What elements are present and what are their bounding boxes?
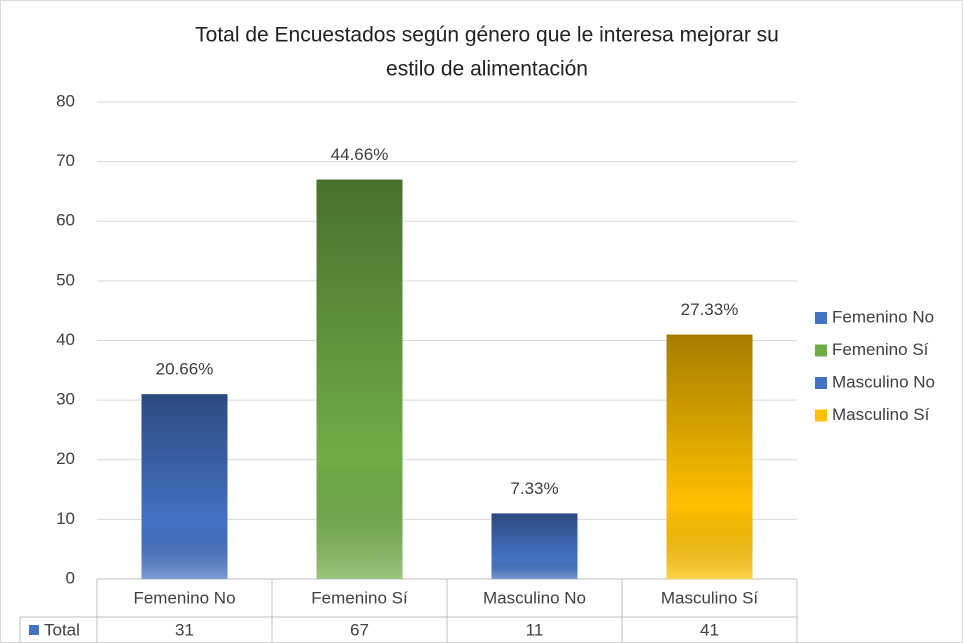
legend-label: Masculino Sí: [832, 405, 930, 424]
y-tick-label: 0: [66, 568, 75, 587]
data-label: 20.66%: [156, 360, 214, 379]
y-tick-label: 70: [56, 151, 75, 170]
x-tick-label: Femenino No: [133, 588, 235, 607]
table-legend-key: [29, 625, 39, 635]
y-tick-label: 60: [56, 211, 75, 230]
table-value: 67: [350, 620, 369, 639]
data-label: 27.33%: [681, 300, 739, 319]
legend-label: Femenino Sí: [832, 340, 929, 359]
y-tick-label: 10: [56, 509, 75, 528]
data-label: 44.66%: [331, 145, 389, 164]
x-tick-label: Masculino Sí: [661, 588, 759, 607]
legend-key: [815, 377, 827, 389]
y-tick-label: 30: [56, 390, 75, 409]
table-value: 41: [700, 620, 719, 639]
legend-label: Masculino No: [832, 372, 935, 391]
data-label: 7.33%: [510, 479, 558, 498]
y-tick-label: 50: [56, 270, 75, 289]
y-tick-label: 40: [56, 330, 75, 349]
y-tick-label: 80: [56, 91, 75, 110]
legend-key: [815, 312, 827, 324]
chart-title: estilo de alimentación: [386, 58, 588, 81]
legend-key: [815, 344, 827, 357]
table-row-label: Total: [44, 620, 80, 639]
chart-title: Total de Encuestados según género que le…: [195, 24, 779, 47]
x-tick-label: Femenino Sí: [311, 588, 408, 607]
legend-label: Femenino No: [832, 307, 934, 326]
y-tick-label: 20: [56, 449, 75, 468]
bar-shade: [316, 179, 403, 579]
table-value: 31: [175, 620, 194, 639]
bar-shade: [491, 513, 578, 579]
bar-shade: [666, 334, 753, 579]
table-value: 11: [526, 620, 544, 639]
legend-key: [815, 409, 827, 422]
bar-shade: [141, 394, 228, 579]
x-tick-label: Masculino No: [483, 588, 586, 607]
